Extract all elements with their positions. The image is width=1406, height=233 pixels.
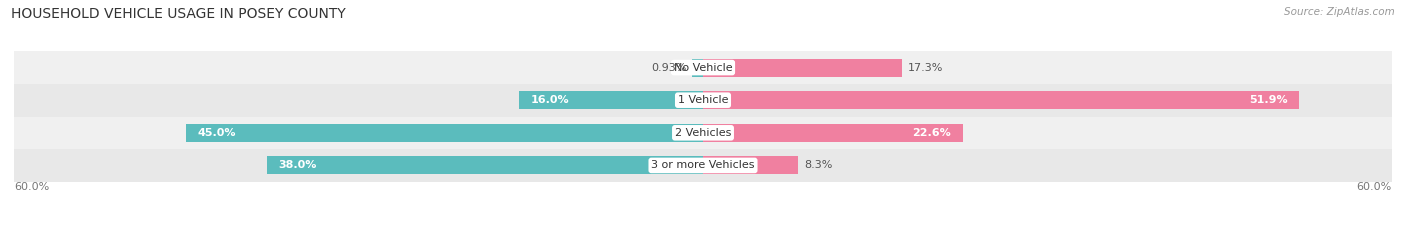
Bar [14,51,1392,84]
Text: Source: ZipAtlas.com: Source: ZipAtlas.com [1284,7,1395,17]
Text: 0.93%: 0.93% [651,63,686,72]
Text: 22.6%: 22.6% [912,128,950,138]
Bar [267,157,703,174]
Bar [14,116,1392,149]
Bar [703,58,901,76]
Text: 51.9%: 51.9% [1249,95,1288,105]
Bar [519,91,703,109]
Text: 1 Vehicle: 1 Vehicle [678,95,728,105]
Bar [14,84,1392,116]
Bar [14,149,1392,182]
Bar [703,91,1299,109]
Bar [703,124,963,142]
Text: 17.3%: 17.3% [907,63,943,72]
Bar [692,58,703,76]
Text: 60.0%: 60.0% [1357,182,1392,192]
Bar [703,157,799,174]
Text: 2 Vehicles: 2 Vehicles [675,128,731,138]
Text: 60.0%: 60.0% [14,182,49,192]
Text: 38.0%: 38.0% [278,161,316,170]
Text: No Vehicle: No Vehicle [673,63,733,72]
Bar [186,124,703,142]
Text: 16.0%: 16.0% [531,95,569,105]
Text: 45.0%: 45.0% [198,128,236,138]
Text: HOUSEHOLD VEHICLE USAGE IN POSEY COUNTY: HOUSEHOLD VEHICLE USAGE IN POSEY COUNTY [11,7,346,21]
Text: 3 or more Vehicles: 3 or more Vehicles [651,161,755,170]
Text: 8.3%: 8.3% [804,161,832,170]
